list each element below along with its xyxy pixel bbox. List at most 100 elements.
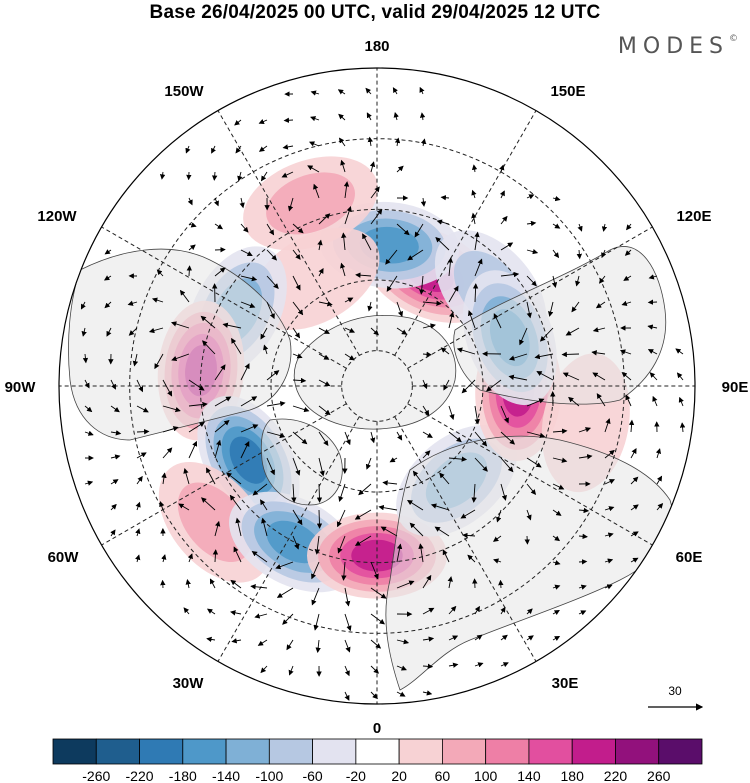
wind-arrow (187, 553, 193, 563)
wind-arrow (344, 691, 350, 701)
wind-arrow (179, 289, 190, 303)
reference-vector: 30 (648, 684, 704, 711)
wind-arrow (576, 249, 583, 260)
wind-arrow (422, 636, 435, 642)
wind-arrow (235, 145, 242, 154)
wind-arrow (389, 457, 398, 463)
wind-arrow (604, 558, 614, 564)
wind-arrow (283, 117, 294, 123)
wind-arrow (396, 431, 403, 441)
wind-arrow (422, 323, 436, 329)
wind-arrow (628, 419, 635, 433)
colorbar: -260 -220 -180 -140 -100 -60 -20 20 60 100 140 180 2… (52, 738, 703, 783)
wind-arrow (467, 310, 476, 329)
wind-arrow (275, 561, 294, 570)
wind-arrow (206, 636, 216, 643)
wind-arrow (318, 353, 330, 360)
wind-arrow (500, 634, 508, 641)
north-america-landmass (68, 248, 292, 441)
lon-label-30w: 30W (173, 675, 205, 692)
wind-arrow (81, 327, 87, 337)
wind-arrow (201, 340, 216, 355)
wind-arrow (148, 327, 164, 334)
wind-arrow (313, 613, 320, 631)
wind-arrow (422, 574, 432, 589)
wind-arrow (292, 457, 301, 476)
wind-arrow (230, 579, 242, 589)
wind-arrow (311, 587, 320, 606)
wind-arrow (136, 379, 144, 393)
wind-arrow (500, 431, 516, 445)
wind-arrow (288, 665, 294, 676)
wind-arrow (310, 90, 320, 96)
wind-arrow (365, 87, 372, 95)
wind-arrow (354, 535, 372, 546)
wind-arrow (110, 379, 116, 390)
wind-arrow (336, 509, 346, 528)
wind-arrow (188, 401, 208, 408)
wind-arrow (344, 353, 355, 361)
wind-arrow (406, 499, 424, 511)
wind-arrow (496, 509, 502, 523)
wind-arrow (251, 550, 268, 563)
wind-arrow (448, 662, 459, 668)
colorbar-swatch (658, 738, 703, 765)
wind-arrow (575, 275, 581, 287)
colorbar-tick-label: 140 (517, 768, 541, 783)
wind-arrow (240, 275, 258, 282)
wind-arrow (127, 300, 138, 306)
wind-arrow (340, 262, 346, 277)
modes-logo: MODES© (618, 34, 738, 59)
wind-arrow (493, 558, 502, 564)
wind-arrow (448, 635, 459, 641)
colorbar-tick-label: -140 (212, 768, 240, 783)
wind-arrow (188, 222, 197, 228)
wind-arrow (367, 136, 374, 147)
wind-arrow (604, 449, 615, 459)
wind-arrow (318, 405, 331, 416)
wind-arrow (136, 405, 149, 413)
lon-label-180: 180 (364, 38, 389, 55)
wind-arrow (552, 195, 561, 202)
wind-arrow (214, 439, 222, 459)
wind-arrow (135, 554, 141, 563)
wind-arrow (448, 405, 455, 420)
wind-arrow (499, 190, 505, 199)
wind-arrow (539, 327, 554, 342)
wind-arrow (161, 472, 167, 485)
wind-arrow (338, 137, 346, 147)
wind-arrow (447, 257, 454, 277)
wind-arrow (370, 561, 379, 580)
wind-arrow (317, 239, 323, 251)
reference-vector-label: 30 (668, 684, 682, 698)
wind-arrow (604, 532, 614, 538)
wind-arrow (231, 638, 242, 644)
wind-arrow (485, 379, 502, 392)
colorbar-swatch (312, 738, 357, 765)
wind-arrow (412, 470, 424, 485)
wind-arrow (526, 248, 539, 255)
map-disc (58, 67, 696, 705)
wind-arrow (254, 613, 268, 619)
wind-arrow (103, 275, 112, 281)
wind-arrow (526, 509, 532, 521)
wind-arrow (370, 431, 376, 444)
wind-arrow (655, 448, 662, 459)
wind-arrow (647, 324, 658, 330)
wind-arrow (500, 242, 514, 251)
wind-arrow (500, 457, 514, 473)
wind-arrow (250, 584, 268, 590)
wind-arrow (656, 475, 663, 485)
wind-arrow (281, 171, 294, 178)
wind-arrow (630, 504, 639, 511)
wind-arrow (526, 608, 533, 615)
wind-arrow (604, 418, 611, 433)
wind-arrow (260, 499, 268, 511)
wind-arrow (161, 554, 167, 563)
wind-arrow (292, 535, 300, 550)
wind-arrow (292, 301, 304, 316)
wind-arrow (370, 186, 380, 199)
wind-arrow (380, 526, 398, 537)
wind-arrow (467, 554, 476, 563)
wind-arrow (292, 377, 307, 384)
